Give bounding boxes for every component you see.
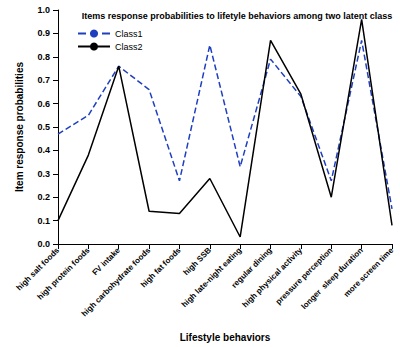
svg-text:0.3: 0.3	[37, 169, 50, 179]
svg-text:high late-night eating: high late-night eating	[180, 246, 244, 310]
svg-text:0.2: 0.2	[37, 192, 50, 202]
svg-text:0.0: 0.0	[37, 239, 50, 249]
svg-text:Lifestyle behaviors: Lifestyle behaviors	[180, 332, 271, 343]
svg-text:pressure perception: pressure perception	[274, 246, 335, 307]
svg-text:1.0: 1.0	[37, 5, 50, 15]
svg-text:regular dining: regular dining	[229, 245, 274, 290]
svg-text:0.5: 0.5	[37, 122, 50, 132]
svg-text:high SSB: high SSB	[182, 246, 214, 278]
svg-text:high protein foods: high protein foods	[36, 245, 92, 301]
svg-text:Class2: Class2	[115, 42, 143, 52]
svg-text:Items response probabilities t: Items response probabilities to lifetyle…	[82, 11, 393, 21]
svg-text:longer sleep duration: longer sleep duration	[299, 245, 365, 312]
svg-text:0.6: 0.6	[37, 99, 50, 109]
svg-text:0.8: 0.8	[37, 52, 50, 62]
svg-text:0.1: 0.1	[37, 216, 50, 226]
svg-text:more screen time: more screen time	[342, 245, 396, 299]
svg-text:0.4: 0.4	[37, 145, 50, 155]
svg-text:high fat foods: high fat foods	[139, 245, 183, 289]
svg-text:high salt foods: high salt foods	[14, 245, 62, 293]
svg-text:0.9: 0.9	[37, 28, 50, 38]
svg-text:Item response probabilities: Item response probabilities	[14, 62, 25, 192]
svg-text:high physical activity: high physical activity	[241, 245, 305, 309]
svg-text:high carbohydrate foods: high carbohydrate foods	[79, 245, 153, 319]
svg-text:Class1: Class1	[115, 29, 143, 39]
svg-text:FV intake: FV intake	[90, 245, 122, 277]
svg-text:0.7: 0.7	[37, 75, 50, 85]
